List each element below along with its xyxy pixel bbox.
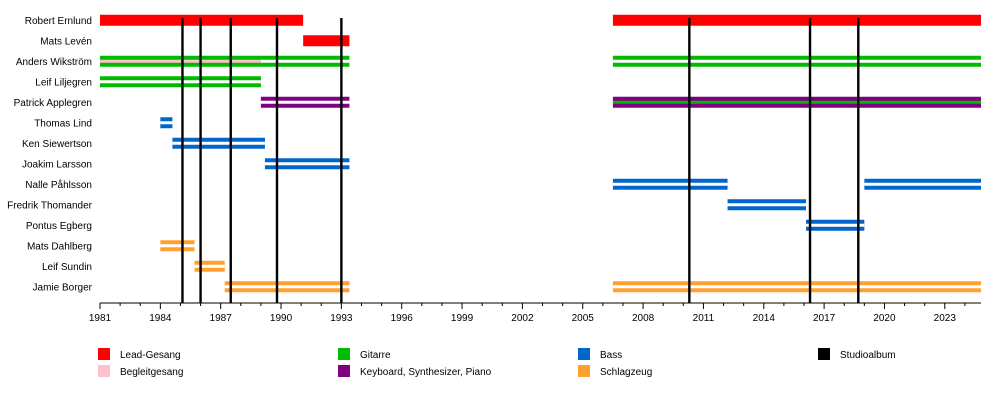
x-tick-label-1984: 1984 — [149, 313, 172, 324]
x-tick-label-2005: 2005 — [572, 313, 595, 324]
x-tick-label-2011: 2011 — [693, 313, 715, 324]
x-tick-label-2002: 2002 — [511, 313, 534, 324]
bar-mats-dahlberg-0-inner — [160, 244, 195, 248]
bar-fredrik-thomander-0-inner — [727, 203, 807, 207]
bar-nalle-pahlsson-1-inner — [864, 182, 981, 186]
member-label-leif-liljegren: Leif Liljegren — [35, 77, 92, 88]
legend-label-lead-gesang: Lead-Gesang — [120, 350, 181, 361]
bar-jamie-borger-0-inner — [224, 285, 350, 289]
bar-jamie-borger-1-inner — [612, 285, 981, 289]
studio-album-lines — [181, 18, 860, 303]
member-label-joakim-larsson: Joakim Larsson — [22, 159, 92, 170]
bar-patrick-applegren-0-inner — [260, 100, 350, 104]
bar-patrick-applegren-1-inner — [612, 100, 981, 104]
legend: Lead-Gesang Begleitgesang Gitarre Keyboard,… — [98, 348, 896, 378]
x-tick-label-1987: 1987 — [210, 313, 233, 324]
legend-label-studioalbum: Studioalbum — [840, 350, 896, 361]
x-tick-label-2020: 2020 — [873, 313, 896, 324]
x-tick-label-1993: 1993 — [330, 313, 353, 324]
x-tick-label-2008: 2008 — [632, 313, 655, 324]
bar-joakim-larsson-0-inner — [264, 162, 350, 166]
member-label-mats-leven: Mats Levén — [40, 36, 92, 47]
x-axis: 1981 1984 1987 1990 1993 1996 1999 2002 2005 2008… — [89, 302, 981, 324]
bar-thomas-lind-0-inner — [160, 121, 173, 125]
legend-swatch-keyboard-synthesizer-piano — [338, 365, 350, 377]
x-tick-label-1981: 1981 — [89, 313, 112, 324]
member-label-ken-siewertson: Ken Siewertson — [22, 139, 92, 150]
legend-label-gitarre: Gitarre — [360, 350, 391, 361]
member-label-mats-dahlberg: Mats Dahlberg — [27, 241, 92, 252]
member-label-leif-sundin: Leif Sundin — [42, 262, 92, 273]
legend-label-begleitgesang: Begleitgesang — [120, 367, 183, 378]
member-label-pontus-egberg: Pontus Egberg — [26, 221, 92, 232]
member-label-thomas-lind: Thomas Lind — [34, 118, 92, 129]
legend-swatch-bass — [578, 348, 590, 360]
member-label-fredrik-thomander: Fredrik Thomander — [7, 200, 93, 211]
bar-pontus-egberg-0-inner — [806, 223, 865, 227]
bar-ken-siewertson-0-inner — [172, 141, 265, 145]
bar-mats-leven-0 — [303, 35, 350, 47]
bar-anders-wikstrom-1-inner — [260, 59, 350, 63]
legend-swatch-gitarre — [338, 348, 350, 360]
bar-leif-sundin-0-inner — [194, 264, 225, 268]
x-tick-label-2017: 2017 — [813, 313, 836, 324]
member-label-anders-wikstrom: Anders Wikström — [16, 57, 92, 68]
x-tick-label-1996: 1996 — [391, 313, 414, 324]
member-label-jamie-borger: Jamie Borger — [33, 282, 93, 293]
member-label-patrick-applegren: Patrick Applegren — [14, 98, 92, 109]
bar-nalle-pahlsson-0-inner — [612, 182, 728, 186]
role-bars — [100, 14, 981, 293]
member-labels: Robert Ernlund Mats Levén Anders Wikström L… — [7, 16, 93, 294]
legend-label-keyboard-synthesizer-piano: Keyboard, Synthesizer, Piano — [360, 367, 492, 378]
x-tick-label-1990: 1990 — [270, 313, 293, 324]
legend-label-schlagzeug: Schlagzeug — [600, 367, 652, 378]
bar-robert-ernlund-1 — [612, 14, 981, 26]
x-tick-label-2014: 2014 — [753, 313, 776, 324]
legend-swatch-schlagzeug — [578, 365, 590, 377]
legend-swatch-lead-gesang — [98, 348, 110, 360]
member-label-nalle-pahlsson: Nalle Påhlsson — [25, 179, 92, 191]
bar-leif-liljegren-0-inner — [100, 80, 261, 84]
bar-anders-wikstrom-2-inner — [612, 59, 981, 63]
legend-swatch-studioalbum — [818, 348, 830, 360]
x-tick-label-2023: 2023 — [934, 313, 957, 324]
legend-label-bass: Bass — [600, 350, 622, 361]
bar-anders-wikstrom-0-inner — [100, 59, 261, 63]
x-tick-label-1999: 1999 — [451, 313, 474, 324]
legend-swatch-begleitgesang — [98, 365, 110, 377]
member-label-robert-ernlund: Robert Ernlund — [25, 16, 92, 27]
